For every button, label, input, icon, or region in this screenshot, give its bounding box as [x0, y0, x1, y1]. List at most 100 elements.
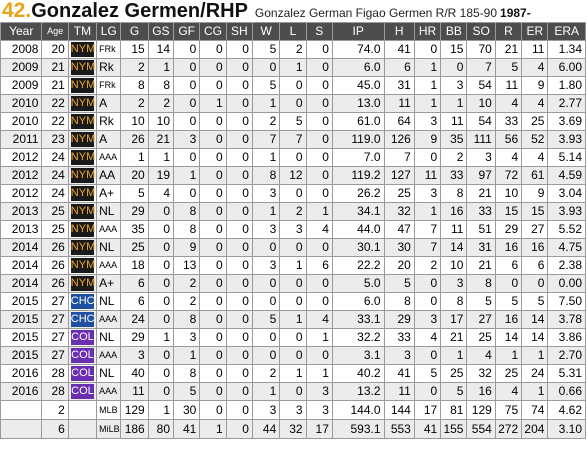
- cell-w: 1: [251, 148, 281, 167]
- cell-tm: NYM: [67, 202, 98, 221]
- cell-so: 8: [466, 274, 496, 293]
- table-body: 2008 20 NYM FRk 15 14 0 0 0 5 2 0 74.0 41 0 15 70 21 11 1.3…: [0, 40, 586, 439]
- column-header-s: S: [305, 22, 333, 41]
- cell-era: 3.86: [547, 328, 586, 347]
- cell-gf: 5: [173, 382, 201, 401]
- cell-gf: 0: [173, 184, 201, 203]
- cell-hr: 4: [413, 328, 442, 347]
- cell-hr: 0: [413, 382, 442, 401]
- cell-tm: COL: [67, 364, 98, 383]
- cell-gf: 2: [173, 274, 201, 293]
- cell-so: 51: [466, 220, 496, 239]
- cell-year: 2013: [0, 220, 43, 239]
- cell-bb: 11: [440, 112, 468, 131]
- cell-gs: 19: [147, 166, 175, 185]
- team-badge: NYM: [70, 222, 96, 237]
- totals-row: 6 MiLB 186 80 41 1 0 44 32 17 593.1 553 41 155 554 272 2…: [0, 419, 586, 439]
- cell-year: 2016: [0, 364, 43, 383]
- cell-ip: 22.2: [331, 256, 385, 275]
- cell-cg: 0: [199, 310, 227, 329]
- cell-lg: MiLB: [96, 419, 122, 439]
- cell-tm: NYM: [67, 184, 98, 203]
- column-header-bb: BB: [440, 22, 468, 41]
- cell-bb: 10: [440, 256, 468, 275]
- cell-w: 3: [251, 220, 281, 239]
- cell-gs: 0: [147, 238, 175, 257]
- cell-r: 5: [494, 292, 523, 311]
- cell-s: 0: [305, 40, 333, 59]
- cell-r: 4: [494, 382, 523, 401]
- cell-l: 5: [279, 112, 307, 131]
- cell-cg: 0: [199, 184, 227, 203]
- cell-w: 0: [251, 274, 281, 293]
- cell-lg: AAA: [96, 256, 122, 275]
- cell-s: 0: [305, 292, 333, 311]
- cell-so: 33: [466, 202, 496, 221]
- cell-l: 0: [279, 76, 307, 95]
- cell-cg: 0: [199, 166, 227, 185]
- cell-bb: 14: [440, 238, 468, 257]
- cell-year: 2012: [0, 148, 43, 167]
- cell-l: 2: [279, 202, 307, 221]
- player-header: 42. Gonzalez Germen/RHP Gonzalez German …: [0, 0, 587, 22]
- cell-cg: 1: [199, 419, 227, 439]
- cell-l: 12: [279, 166, 307, 185]
- cell-sh: 0: [225, 310, 253, 329]
- cell-r: 29: [494, 220, 523, 239]
- table-row: 2010 22 NYM Rk 10 10 0 0 0 2 5 0 61.0 64 3 11 54 33 25 3.69: [0, 112, 586, 131]
- cell-so: 16: [466, 382, 496, 401]
- cell-h: 127: [383, 166, 415, 185]
- cell-hr: 9: [413, 130, 442, 149]
- player-name: Gonzalez Germen/RHP: [31, 0, 248, 22]
- cell-r: 11: [494, 76, 523, 95]
- cell-hr: 17: [413, 400, 442, 420]
- cell-lg: AAA: [96, 382, 122, 401]
- cell-era: 2.38: [547, 256, 586, 275]
- cell-cg: 0: [199, 238, 227, 257]
- cell-year: 2013: [0, 202, 43, 221]
- cell-hr: 41: [413, 419, 442, 439]
- cell-lg: Rk: [96, 58, 122, 77]
- cell-r: 75: [494, 400, 523, 420]
- table-row: 2013 25 NYM NL 29 0 8 0 0 1 2 1 34.1 32 1 16 33 15 15 3.93: [0, 202, 586, 221]
- cell-sh: 0: [225, 346, 253, 365]
- cell-hr: 11: [413, 166, 442, 185]
- cell-g: 1: [120, 148, 149, 167]
- cell-so: 27: [466, 310, 496, 329]
- team-badge: NYM: [70, 204, 96, 219]
- cell-ip: 26.2: [331, 184, 385, 203]
- cell-hr: 0: [413, 346, 442, 365]
- cell-r: 15: [494, 202, 523, 221]
- cell-gf: 8: [173, 202, 201, 221]
- cell-ip: 7.0: [331, 148, 385, 167]
- cell-cg: 0: [199, 220, 227, 239]
- cell-lg: NL: [96, 364, 122, 383]
- cell-tm: NYM: [67, 220, 98, 239]
- cell-hr: 0: [413, 40, 442, 59]
- cell-ip: 44.0: [331, 220, 385, 239]
- cell-g: 11: [120, 382, 149, 401]
- table-row: 2009 21 NYM FRk 8 8 0 0 0 5 0 0 45.0 31 1 3 54 11 9 1.80: [0, 76, 586, 95]
- cell-tm: NYM: [67, 274, 98, 293]
- cell-r: 16: [494, 310, 523, 329]
- cell-sh: 0: [225, 76, 253, 95]
- cell-w: 3: [251, 184, 281, 203]
- team-badge: NYM: [70, 258, 96, 273]
- cell-lg: Rk: [96, 112, 122, 131]
- cell-so: 97: [466, 166, 496, 185]
- cell-l: 1: [279, 256, 307, 275]
- cell-bb: 15: [440, 40, 468, 59]
- cell-gs: 0: [147, 292, 175, 311]
- cell-lg: AAA: [96, 148, 122, 167]
- cell-era: 3.10: [547, 419, 586, 439]
- column-header-gf: GF: [173, 22, 201, 41]
- cell-sh: 0: [225, 382, 253, 401]
- cell-bb: 11: [440, 220, 468, 239]
- cell-l: 1: [279, 310, 307, 329]
- cell-w: 1: [251, 382, 281, 401]
- cell-age: 25: [41, 202, 69, 221]
- column-header-age: Age: [41, 22, 69, 41]
- cell-year: 2010: [0, 112, 43, 131]
- cell-age: 26: [41, 256, 69, 275]
- cell-h: 20: [383, 256, 415, 275]
